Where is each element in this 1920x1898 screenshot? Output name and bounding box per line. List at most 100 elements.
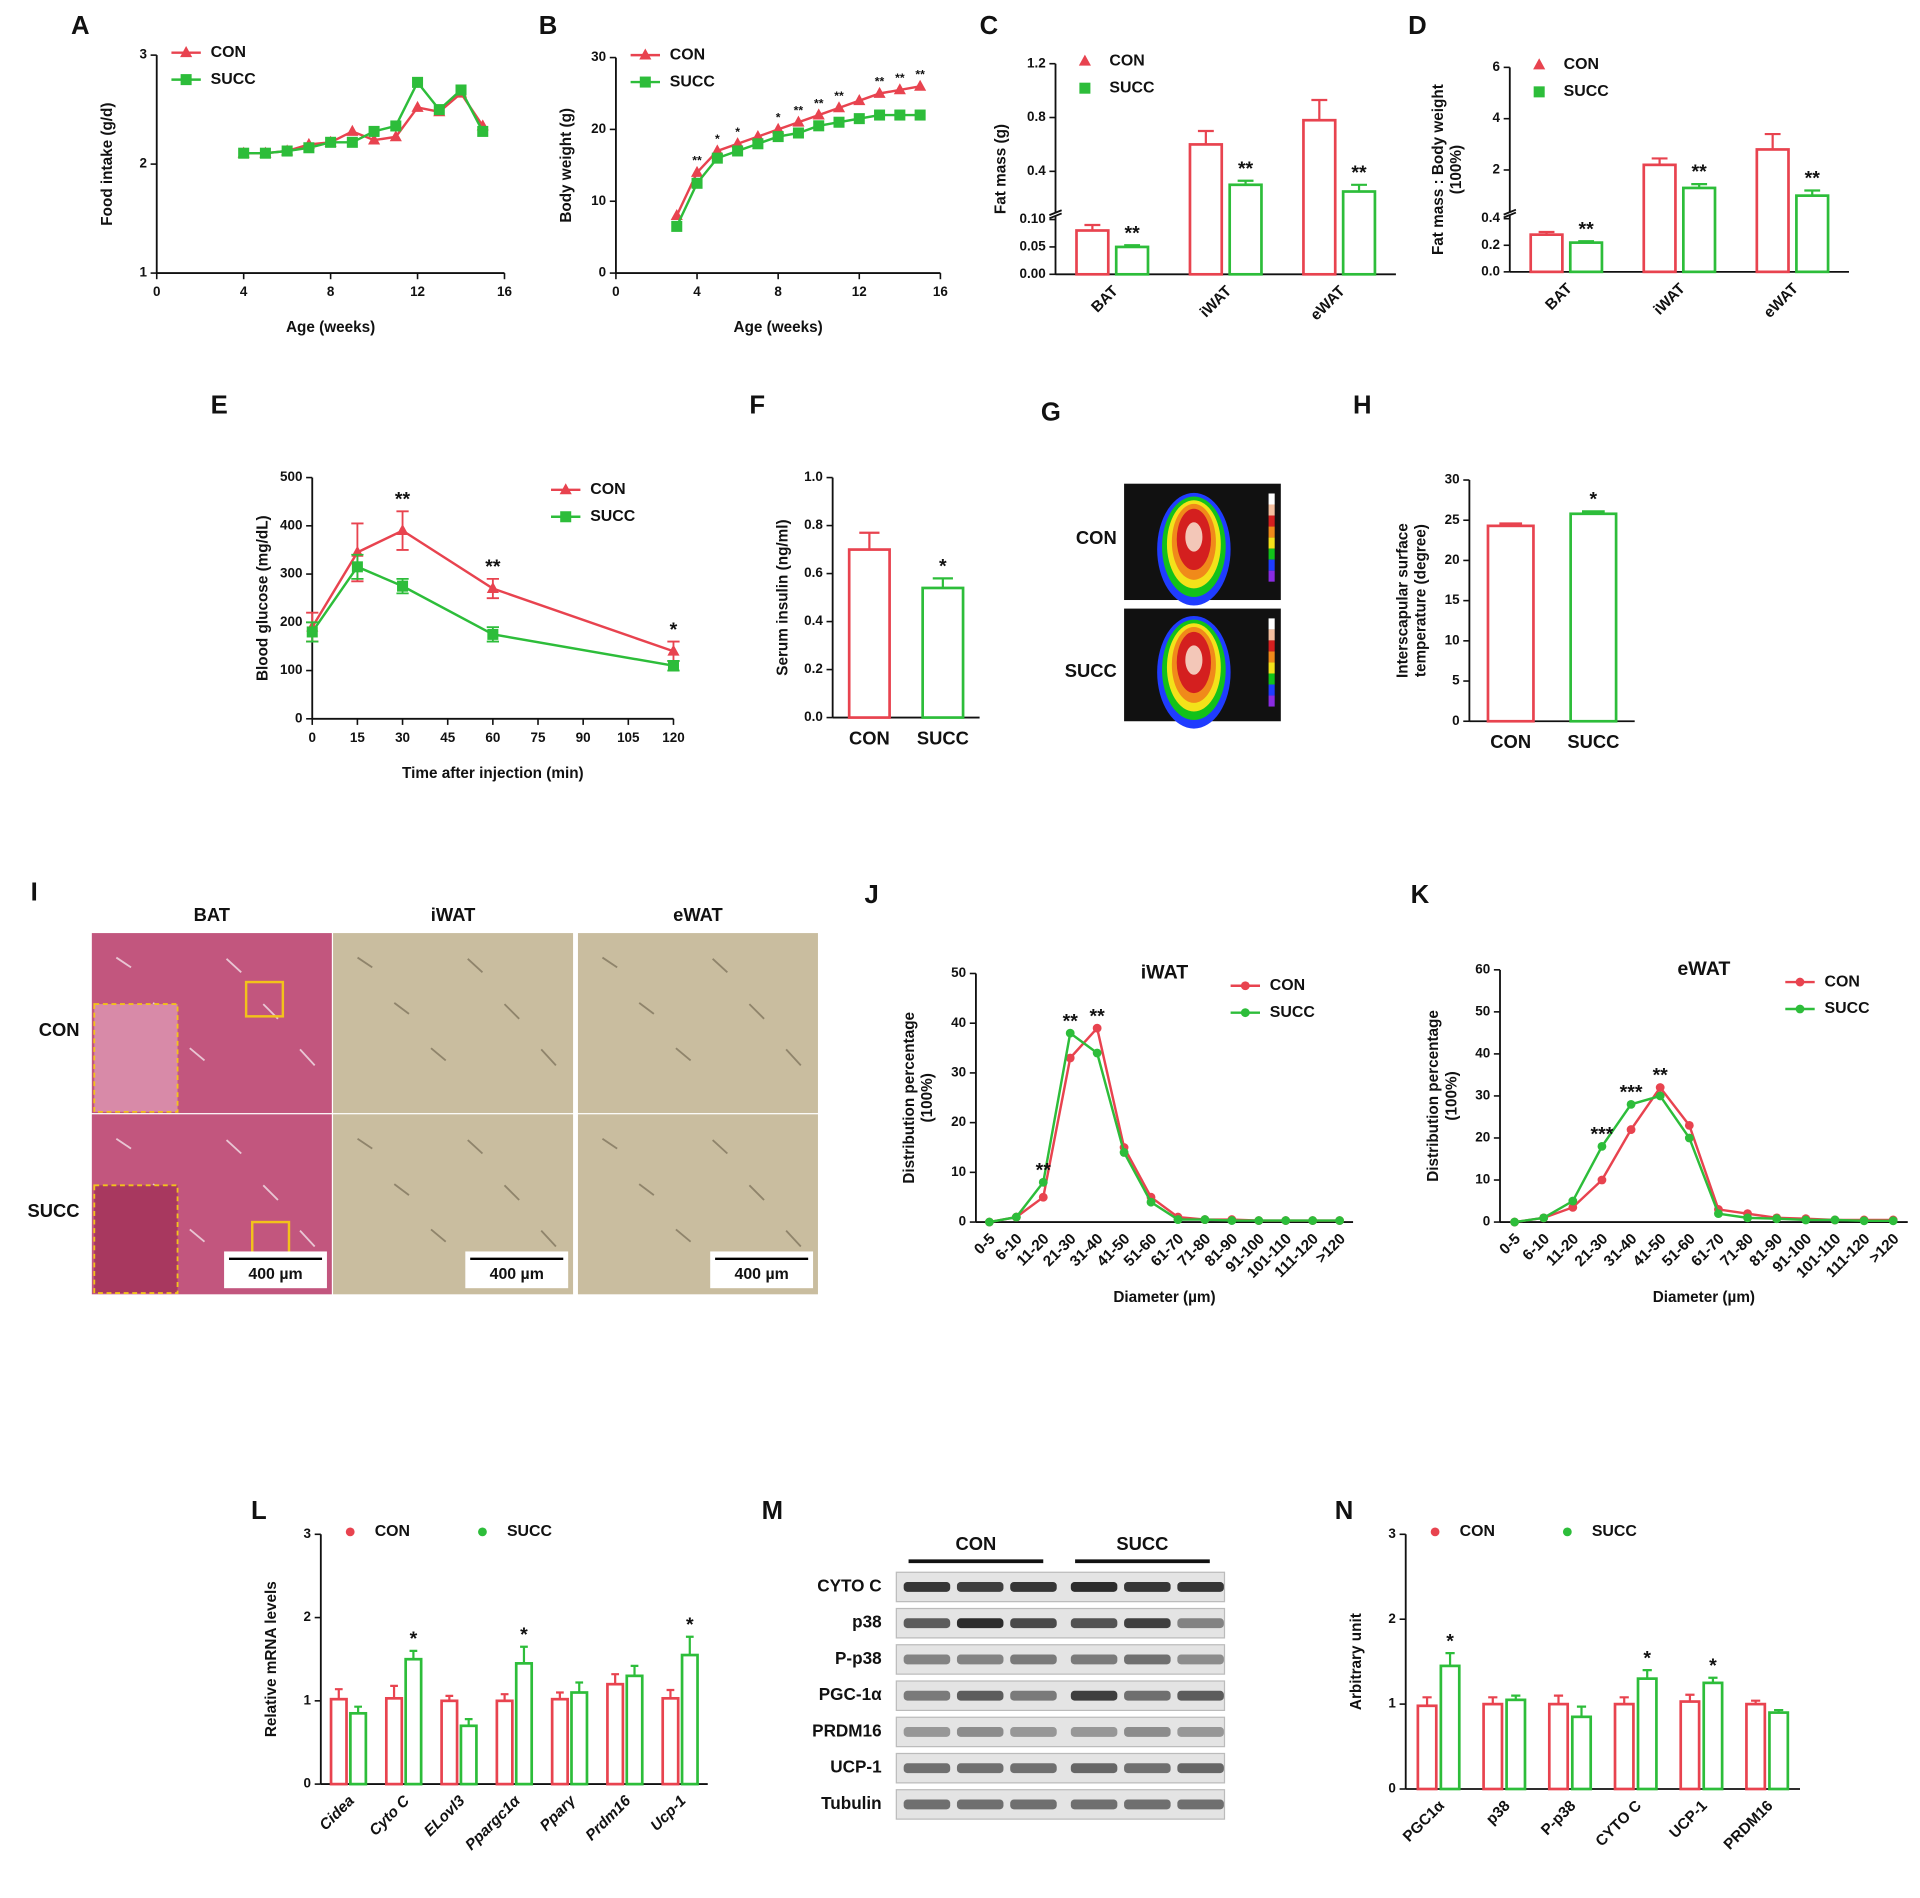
legend-marker <box>478 1527 487 1537</box>
marker <box>667 644 680 656</box>
y-tick-label: 15 <box>1445 592 1460 607</box>
marker <box>711 144 724 156</box>
column-label: eWAT <box>673 904 723 925</box>
axis <box>1503 211 1517 219</box>
marker <box>1859 1216 1869 1226</box>
annotation: ** <box>485 556 501 578</box>
band <box>1070 1690 1118 1701</box>
error-bar <box>1751 1699 1761 1705</box>
y-tick-label: 30 <box>951 1064 966 1079</box>
legend-label: CON <box>670 46 705 63</box>
panel-letter: E <box>211 391 228 419</box>
annotation: ** <box>1124 222 1140 244</box>
texture <box>393 1002 410 1015</box>
texture <box>430 1047 447 1062</box>
x-tick-label: 8 <box>327 284 335 299</box>
bar <box>921 586 965 719</box>
bar <box>1075 229 1110 276</box>
error-bar <box>334 1688 343 1700</box>
legend-label: CON <box>211 44 246 61</box>
marker <box>397 580 409 592</box>
annotation: * <box>735 125 740 139</box>
error-bar <box>556 1691 564 1700</box>
annotation: * <box>1709 1655 1717 1677</box>
marker <box>351 561 363 573</box>
bar <box>1570 1715 1593 1791</box>
x-tick-label: CON <box>849 727 890 748</box>
band <box>1124 1618 1171 1629</box>
y-tick-label: 10 <box>951 1164 966 1179</box>
bar <box>1679 1700 1701 1791</box>
panel-letter: M <box>762 1497 783 1525</box>
annotation: ** <box>1805 168 1821 190</box>
y-tick-label: 2 <box>1388 1611 1395 1626</box>
marker <box>412 76 424 88</box>
band <box>1177 1763 1224 1774</box>
band <box>1070 1799 1118 1810</box>
bar <box>1505 1698 1527 1791</box>
bar <box>1745 1702 1767 1791</box>
marker <box>833 116 845 128</box>
x-tick-label: 12 <box>852 284 867 299</box>
band <box>1177 1654 1224 1665</box>
marker <box>751 129 764 141</box>
marker <box>346 136 358 148</box>
group-label: SUCC <box>1116 1533 1168 1554</box>
annotation: ** <box>1653 1065 1669 1087</box>
marker <box>281 145 293 157</box>
x-tick-label: PGC1α <box>1400 1797 1449 1846</box>
band <box>956 1618 1004 1629</box>
error-bar <box>611 1673 620 1685</box>
x-tick-label: SUCC <box>1567 731 1619 752</box>
x-tick-label: PRDM16 <box>1721 1797 1777 1853</box>
marker <box>1038 1192 1048 1202</box>
band <box>1070 1618 1118 1629</box>
marker <box>368 125 380 137</box>
band <box>903 1690 951 1701</box>
x-tick-label: p38 <box>1483 1797 1514 1828</box>
band <box>956 1799 1004 1810</box>
x-tick-label: iWAT <box>1197 282 1236 321</box>
texture <box>262 1184 279 1201</box>
texture <box>225 1139 242 1155</box>
marker <box>1092 1048 1102 1058</box>
blot-strip <box>895 1716 1226 1748</box>
y-axis-label: (100%) <box>919 1073 936 1122</box>
y-tick-label: 0.6 <box>804 565 823 580</box>
bar <box>459 1724 478 1786</box>
marker <box>396 524 409 536</box>
legend-label: CON <box>1109 52 1144 69</box>
x-tick-label: Cidea <box>316 1792 358 1834</box>
bar <box>329 1697 348 1786</box>
error-bar <box>1691 182 1708 188</box>
marker <box>792 115 805 127</box>
row-label: CON <box>39 1019 80 1040</box>
error-bar <box>1804 189 1821 196</box>
y-tick-label: 30 <box>591 49 606 64</box>
marker <box>325 136 337 148</box>
axis <box>1049 209 1062 216</box>
bar <box>1636 1677 1658 1791</box>
marker <box>1065 1053 1075 1063</box>
texture <box>675 1047 692 1062</box>
annotation: ** <box>794 103 804 117</box>
annotation: ** <box>1692 161 1708 183</box>
bar <box>1568 241 1604 274</box>
bar <box>349 1711 368 1786</box>
marker <box>303 142 315 154</box>
error-bar <box>685 1635 694 1656</box>
error-bar <box>445 1694 454 1701</box>
marker <box>894 109 906 121</box>
bar <box>1228 183 1263 276</box>
error-bar <box>409 1649 418 1660</box>
legend-marker <box>180 74 192 86</box>
marker <box>893 83 906 95</box>
marker <box>984 1217 994 1227</box>
texture <box>503 1003 520 1020</box>
y-tick-label: 0.0 <box>804 709 823 724</box>
panel-letter: F <box>749 391 765 419</box>
marker <box>772 122 785 134</box>
x-tick-label: >120 <box>1313 1230 1349 1266</box>
panel-letter: D <box>1408 12 1427 40</box>
texture <box>503 1184 520 1201</box>
